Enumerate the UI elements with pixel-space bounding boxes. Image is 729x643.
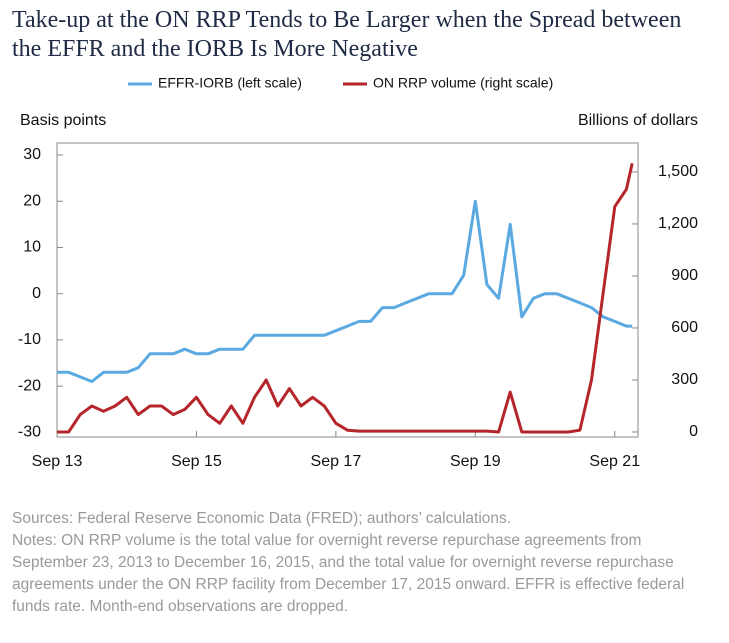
x-tick-label: Sep 15 [171, 453, 222, 470]
y-tick-label: 10 [23, 239, 41, 256]
plot-frame [56, 142, 639, 438]
y-tick-label: -10 [18, 331, 41, 348]
y2-tick-label: 300 [671, 371, 698, 388]
x-tick-label: Sep 21 [589, 453, 640, 470]
y-tick-label: -30 [18, 424, 41, 441]
y-axis-title: Basis points [20, 112, 106, 129]
y-tick-label: -20 [18, 377, 41, 394]
x-tick-label: Sep 19 [450, 453, 501, 470]
sources: Sources: Federal Reserve Economic Data (… [12, 510, 512, 527]
y2-axis-title: Billions of dollars [578, 112, 698, 129]
legend-label: EFFR-IORB (left scale) [158, 75, 302, 91]
y-tick-label: 0 [32, 285, 41, 302]
y2-tick-label: 900 [671, 267, 698, 284]
y-tick-label: 20 [23, 192, 41, 209]
legend-label: ON RRP volume (right scale) [373, 75, 553, 91]
chart-title: Take-up at the ON RRP Tends to Be Larger… [12, 7, 682, 62]
y2-tick-label: 600 [671, 319, 698, 336]
y-tick-label: 30 [23, 146, 41, 163]
y2-tick-label: 1,500 [658, 163, 698, 180]
y2-tick-label: 1,200 [658, 215, 698, 232]
notes: Notes: ON RRP volume is the total value … [12, 532, 685, 615]
x-tick-label: Sep 17 [311, 453, 362, 470]
chart: Basis points Billions of dollars 30 20 10 0… [18, 75, 698, 471]
data-line [57, 199, 633, 383]
data-line [57, 162, 634, 434]
y2-tick-label: 0 [689, 423, 698, 440]
x-tick-label: Sep 13 [32, 453, 83, 470]
